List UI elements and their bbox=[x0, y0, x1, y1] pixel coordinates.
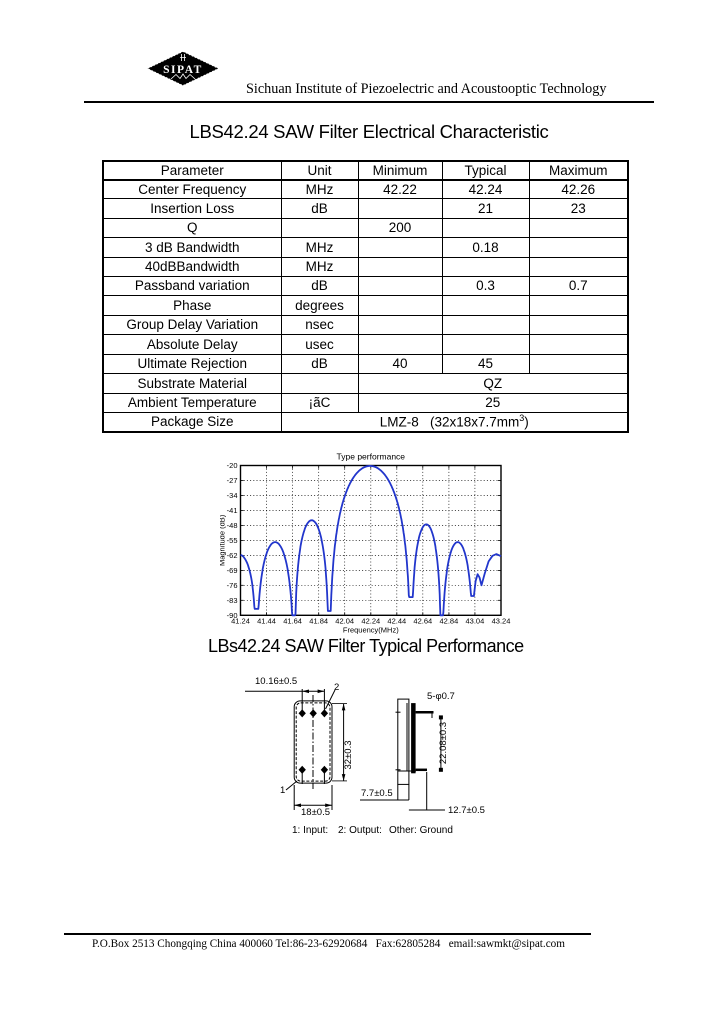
svg-text:-83: -83 bbox=[227, 596, 238, 605]
svg-text:22.08±0.3: 22.08±0.3 bbox=[438, 722, 449, 764]
svg-text:2: 2 bbox=[334, 682, 339, 693]
svg-text:43.24: 43.24 bbox=[492, 616, 511, 625]
svg-text:41.64: 41.64 bbox=[283, 616, 302, 625]
svg-text:41.84: 41.84 bbox=[309, 616, 328, 625]
svg-text:42.04: 42.04 bbox=[335, 616, 354, 625]
svg-text:-90: -90 bbox=[227, 611, 238, 620]
svg-text:42.44: 42.44 bbox=[387, 616, 406, 625]
svg-text:-34: -34 bbox=[227, 491, 238, 500]
svg-text:5-φ0.7: 5-φ0.7 bbox=[427, 691, 455, 702]
svg-text:SIPAT: SIPAT bbox=[163, 64, 203, 76]
svg-text:-20: -20 bbox=[227, 461, 238, 470]
svg-text:-27: -27 bbox=[227, 476, 238, 485]
svg-text:7.7±0.5: 7.7±0.5 bbox=[361, 788, 393, 799]
svg-text:42.84: 42.84 bbox=[440, 616, 459, 625]
svg-text:43.04: 43.04 bbox=[466, 616, 485, 625]
svg-text:-76: -76 bbox=[227, 581, 238, 590]
svg-text:10.16±0.5: 10.16±0.5 bbox=[255, 676, 297, 687]
svg-text:-69: -69 bbox=[227, 566, 238, 575]
svg-text:-48: -48 bbox=[227, 521, 238, 530]
svg-text:-62: -62 bbox=[227, 551, 238, 560]
svg-text:41.44: 41.44 bbox=[257, 616, 276, 625]
svg-text:1: 1 bbox=[280, 785, 285, 796]
svg-text:12.7±0.5: 12.7±0.5 bbox=[448, 805, 485, 816]
svg-text:-55: -55 bbox=[227, 536, 238, 545]
svg-text:Type performance: Type performance bbox=[337, 452, 406, 462]
svg-text:32±0.3: 32±0.3 bbox=[343, 741, 354, 770]
svg-text:18±0.5: 18±0.5 bbox=[301, 807, 330, 818]
svg-text:41.24: 41.24 bbox=[231, 616, 250, 625]
svg-text:Magnitude (dB): Magnitude (dB) bbox=[220, 514, 227, 566]
svg-text:-41: -41 bbox=[227, 506, 238, 515]
svg-text:Frequency(MHz): Frequency(MHz) bbox=[343, 625, 399, 634]
svg-text:42.64: 42.64 bbox=[413, 616, 432, 625]
svg-text:42.24: 42.24 bbox=[361, 616, 380, 625]
